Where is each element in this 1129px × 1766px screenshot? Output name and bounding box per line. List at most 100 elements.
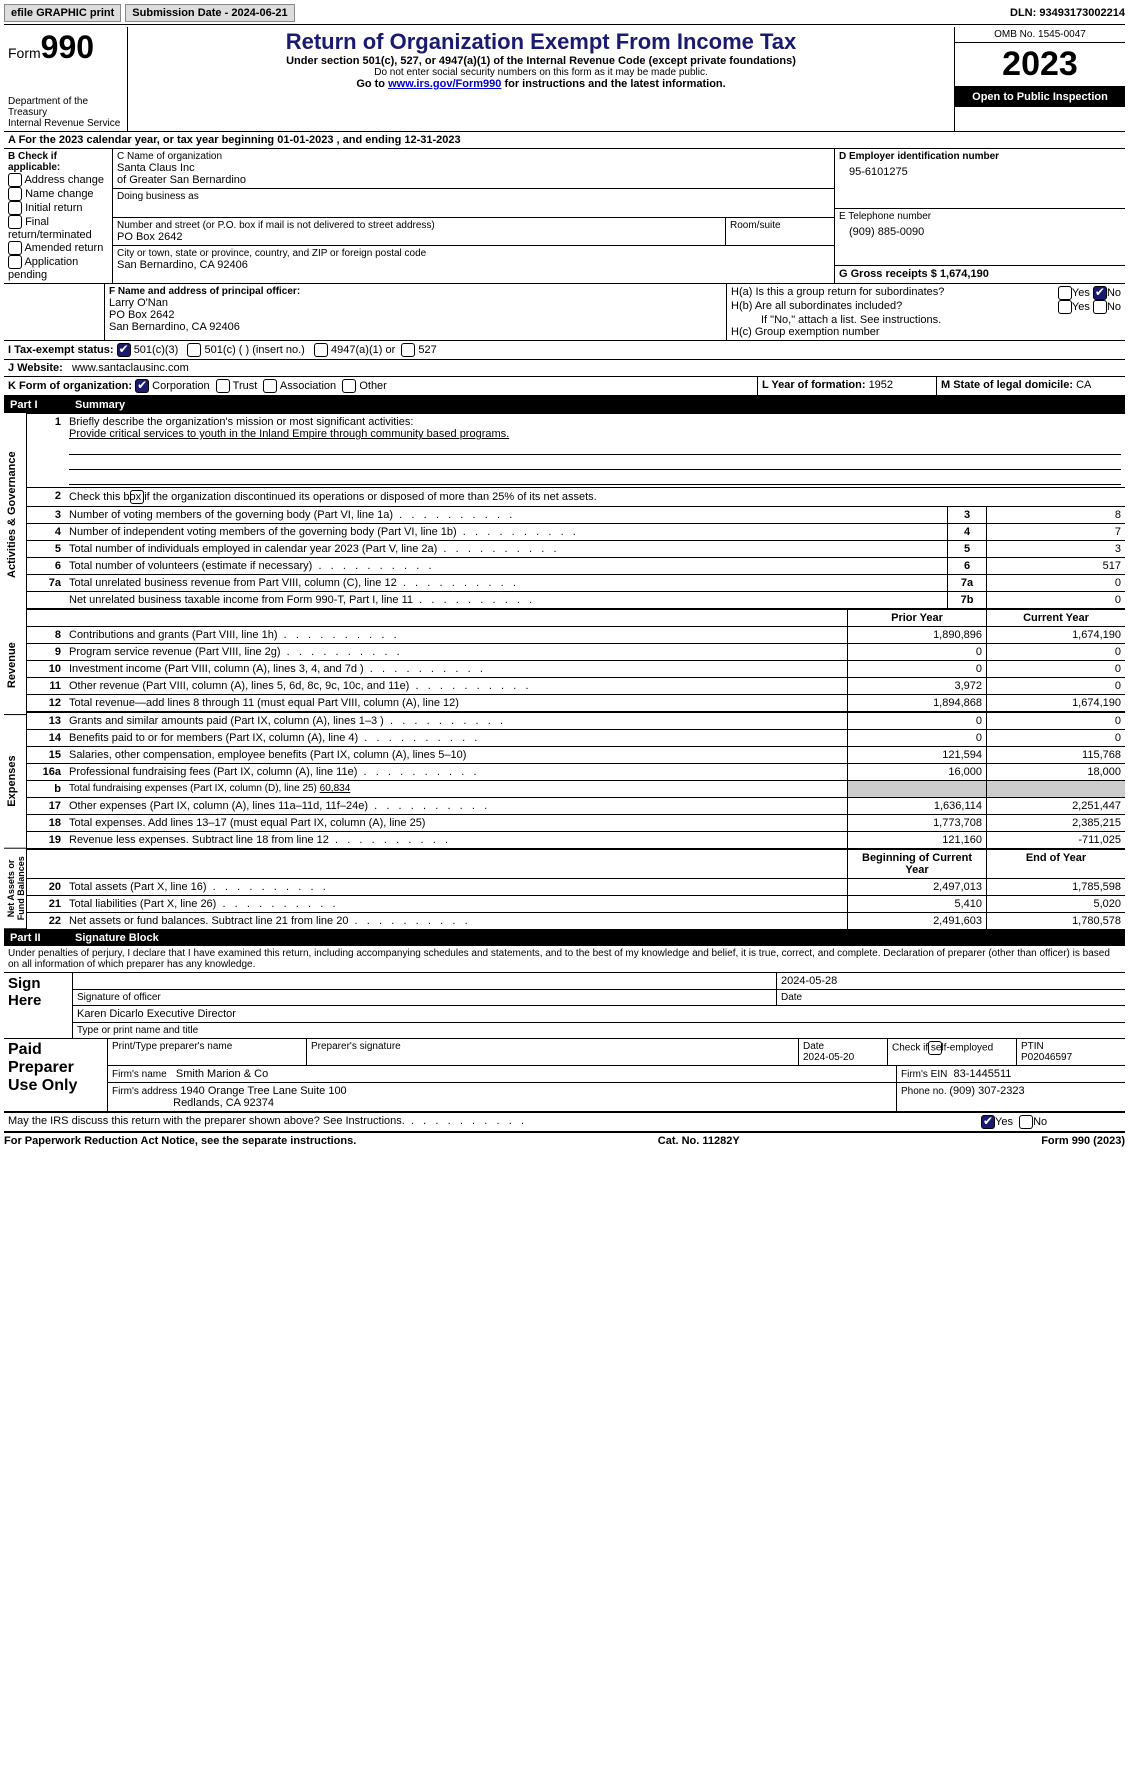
org-address: PO Box 2642 <box>117 231 721 243</box>
subtitle: Under section 501(c), 527, or 4947(a)(1)… <box>132 55 950 67</box>
chk-app-pending[interactable]: Application pending <box>8 255 108 281</box>
form-number: Form990 <box>8 29 123 66</box>
sign-here-label: Sign Here <box>4 973 73 1038</box>
box-g: G Gross receipts $ 1,674,190 <box>839 268 989 280</box>
summary-expenses: 13Grants and similar amounts paid (Part … <box>27 711 1125 848</box>
h-b: H(b) Are all subordinates included? Yes … <box>731 300 1121 314</box>
hb-yes[interactable] <box>1058 300 1072 314</box>
firm-phone: Phone no. (909) 307-2323 <box>897 1083 1125 1111</box>
tax-exempt-row: I Tax-exempt status: ✔ 501(c)(3) 501(c) … <box>4 340 1125 360</box>
l2: Check this box if the organization disco… <box>65 488 1125 507</box>
chk-address-change[interactable]: Address change <box>8 173 108 187</box>
summary-revenue: Prior YearCurrent Year 8Contributions an… <box>27 608 1125 711</box>
officer-line3: San Bernardino, CA 92406 <box>109 321 722 333</box>
v7b: 0 <box>987 592 1126 609</box>
h-b-note: If "No," attach a list. See instructions… <box>731 314 1121 326</box>
chk-assoc[interactable] <box>263 379 277 393</box>
tax-year: 2023 <box>955 43 1125 87</box>
f-h-block: F Name and address of principal officer:… <box>4 284 1125 341</box>
l21: Total liabilities (Part X, line 26) <box>65 896 848 913</box>
discuss-yes[interactable]: ✔ <box>981 1115 995 1129</box>
date-label: Date <box>776 990 1125 1005</box>
chk-name-change[interactable]: Name change <box>8 187 108 201</box>
chk-final-return[interactable]: Final return/terminated <box>8 215 108 241</box>
prep-name-lbl: Print/Type preparer's name <box>108 1039 307 1065</box>
form-header: Form990 Department of the Treasury Inter… <box>4 27 1125 132</box>
chk-corp[interactable]: ✔ <box>135 379 149 393</box>
goto-link-line: Go to www.irs.gov/Form990 for instructio… <box>132 78 950 90</box>
prep-date: Date2024-05-20 <box>799 1039 888 1065</box>
l15: Salaries, other compensation, employee b… <box>65 747 848 764</box>
chk-4947[interactable] <box>314 343 328 357</box>
dba-label: Doing business as <box>117 191 830 202</box>
prep-sig-lbl: Preparer's signature <box>307 1039 799 1065</box>
part1-body: Activities & Governance Revenue Expenses… <box>4 413 1125 930</box>
firm-address: Firm's address 1940 Orange Tree Lane Sui… <box>108 1083 897 1111</box>
box-f-label: F Name and address of principal officer: <box>109 286 722 297</box>
discuss-text: May the IRS discuss this return with the… <box>4 1113 977 1131</box>
chk-trust[interactable] <box>216 379 230 393</box>
chk-501c[interactable] <box>187 343 201 357</box>
dln: DLN: 93493173002214 <box>1010 7 1125 19</box>
l1-label: Briefly describe the organization's miss… <box>69 416 413 428</box>
chk-initial-return[interactable]: Initial return <box>8 201 108 215</box>
addr-label: Number and street (or P.O. box if mail i… <box>117 220 721 231</box>
l13: Grants and similar amounts paid (Part IX… <box>65 712 848 730</box>
box-d-label: D Employer identification number <box>839 151 1121 162</box>
l10: Investment income (Part VIII, column (A)… <box>65 661 848 678</box>
chk-self-employed[interactable] <box>928 1041 942 1055</box>
chk-discontinued[interactable] <box>130 490 144 504</box>
website-row: J Website: www.santaclausinc.com <box>4 360 1125 377</box>
l4: Number of independent voting members of … <box>65 524 948 541</box>
city-label: City or town, state or province, country… <box>117 248 830 259</box>
vlabel-governance: Activities & Governance <box>4 413 26 617</box>
chk-527[interactable] <box>401 343 415 357</box>
summary-netassets: Beginning of Current YearEnd of Year 20T… <box>27 848 1125 929</box>
officer-name: Karen Dicarlo Executive Director <box>73 1006 1125 1023</box>
top-bar: efile GRAPHIC print Submission Date - 20… <box>4 4 1125 25</box>
perjury-statement: Under penalties of perjury, I declare th… <box>4 946 1125 973</box>
org-name-1: Santa Claus Inc <box>117 162 830 174</box>
line-a: A For the 2023 calendar year, or tax yea… <box>4 132 1125 149</box>
chk-other[interactable] <box>342 379 356 393</box>
sig-date: 2024-05-28 <box>776 973 1125 989</box>
ha-yes[interactable] <box>1058 286 1072 300</box>
v5: 3 <box>987 541 1126 558</box>
org-name-2: of Greater San Bernardino <box>117 174 830 186</box>
discuss-no[interactable] <box>1019 1115 1033 1129</box>
v4: 7 <box>987 524 1126 541</box>
ha-no[interactable]: ✔ <box>1093 286 1107 300</box>
part1-header: Part I Summary <box>4 397 1125 413</box>
org-city: San Bernardino, CA 92406 <box>117 259 830 271</box>
self-employed: Check if self-employed <box>888 1039 1017 1065</box>
l20: Total assets (Part X, line 16) <box>65 879 848 896</box>
l18: Total expenses. Add lines 13–17 (must eq… <box>65 815 848 832</box>
ssn-note: Do not enter social security numbers on … <box>132 67 950 78</box>
l6: Total number of volunteers (estimate if … <box>65 558 948 575</box>
irs-link[interactable]: www.irs.gov/Form990 <box>388 78 501 90</box>
l19: Revenue less expenses. Subtract line 18 … <box>65 832 848 849</box>
efile-badge: efile GRAPHIC print <box>4 4 121 22</box>
hb-no[interactable] <box>1093 300 1107 314</box>
h-c: H(c) Group exemption number <box>731 326 1121 338</box>
l14: Benefits paid to or for members (Part IX… <box>65 730 848 747</box>
room-label: Room/suite <box>730 220 830 231</box>
chk-501c3[interactable]: ✔ <box>117 343 131 357</box>
l17: Other expenses (Part IX, column (A), lin… <box>65 798 848 815</box>
form-title: Return of Organization Exempt From Incom… <box>132 29 950 55</box>
dept-treasury: Department of the Treasury Internal Reve… <box>8 96 123 129</box>
l12: Total revenue—add lines 8 through 11 (mu… <box>65 695 848 712</box>
l9: Program service revenue (Part VIII, line… <box>65 644 848 661</box>
v6: 517 <box>987 558 1126 575</box>
klm-row: K Form of organization: ✔ Corporation Tr… <box>4 377 1125 397</box>
chk-amended[interactable]: Amended return <box>8 241 108 255</box>
l7b: Net unrelated business taxable income fr… <box>65 592 948 609</box>
omb-number: OMB No. 1545-0047 <box>955 27 1125 43</box>
type-label: Type or print name and title <box>73 1023 1125 1038</box>
vlabel-expenses: Expenses <box>4 715 26 849</box>
paid-preparer-label: Paid Preparer Use Only <box>4 1039 108 1111</box>
l11: Other revenue (Part VIII, column (A), li… <box>65 678 848 695</box>
v3: 8 <box>987 507 1126 524</box>
box-c-name-label: C Name of organization <box>117 151 830 162</box>
l22: Net assets or fund balances. Subtract li… <box>65 913 848 930</box>
